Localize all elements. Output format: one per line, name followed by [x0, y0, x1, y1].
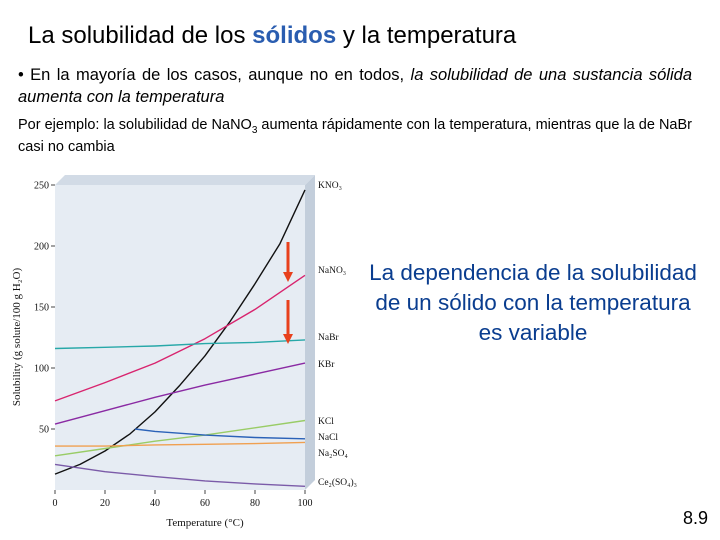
- plot-frame: [55, 175, 315, 490]
- series-label-4: KCl: [318, 417, 334, 427]
- slide-title: La solubilidad de los sólidos y la tempe…: [28, 20, 708, 52]
- title-highlight: sólidos: [252, 22, 337, 49]
- example-text-end: aumenta rápidamente con la temperatura, …: [18, 117, 692, 155]
- x-tick-label: 60: [200, 498, 210, 509]
- series-label-7: Ce₂(SO₄)₃: [318, 477, 357, 488]
- series-label-6: Na₂SO₄: [318, 449, 348, 459]
- axis-layer: 0 20 40 60 80 100 50 100 150 200 250: [34, 181, 313, 510]
- series-label-2: NaBr: [318, 333, 339, 343]
- title-text-start: La solubilidad de los: [28, 22, 253, 49]
- series-label-0: KNO₃: [318, 181, 342, 191]
- bullet-text: • En la mayoría de los casos, aunque no …: [18, 66, 411, 84]
- slide-number: 8.9: [682, 508, 708, 528]
- x-axis-title: Temperature (°C): [166, 517, 244, 529]
- plot-depth-side: [305, 175, 315, 490]
- y-axis-title: Solubility (g solute/100 g H₂O): [11, 268, 23, 407]
- y-tick-label: 250: [34, 181, 49, 192]
- y-tick-label: 50: [39, 425, 49, 436]
- x-tick-label: 100: [298, 498, 313, 509]
- bullet-italic-text: la solubilidad de una sustancia sólida a…: [18, 66, 692, 106]
- callout-text: La dependencia de la solubilidad de un s…: [369, 260, 697, 345]
- title-text-end: y la temperatura: [336, 22, 517, 49]
- y-tick-label: 100: [34, 364, 49, 375]
- series-line-1: [54, 274, 306, 402]
- example-text: Por ejemplo: la solubilidad de NaNO3 aum…: [18, 117, 692, 155]
- series-line-7: [54, 463, 306, 487]
- series-label-layer: KNO₃ NaNO₃ NaBr KBr KCl NaCl Na₂SO₄ Ce₂(SO₄)₃: [318, 181, 357, 488]
- series-line-4: [54, 419, 306, 457]
- x-tick-label: 0: [53, 498, 58, 509]
- series-layer: [54, 189, 306, 487]
- series-line-3: [54, 362, 306, 425]
- plot-depth-top: [55, 175, 315, 185]
- plot-background: [55, 185, 305, 490]
- series-line-2: [54, 339, 306, 350]
- y-tick-label: 150: [34, 303, 49, 314]
- series-line-0: [54, 189, 306, 475]
- bullet-point: • En la mayoría de los casos, aunque no …: [18, 64, 692, 108]
- solubility-chart: 0 20 40 60 80 100 50 100 150 200 250 KNO₃ NaNO₃ NaBr…: [11, 175, 357, 529]
- example-text-start: Por ejemplo: la solubilidad de NaNO: [18, 117, 252, 133]
- series-label-1: NaNO₃: [318, 266, 346, 276]
- x-tick-label: 80: [250, 498, 260, 509]
- series-line-5: [55, 441, 306, 447]
- series-line-6: [134, 428, 306, 440]
- series-label-3: KBr: [318, 360, 335, 370]
- y-tick-label: 200: [34, 242, 49, 253]
- x-tick-label: 20: [100, 498, 110, 509]
- series-label-5: NaCl: [318, 433, 338, 443]
- example-subscript: 3: [251, 124, 258, 136]
- x-tick-label: 40: [150, 498, 160, 509]
